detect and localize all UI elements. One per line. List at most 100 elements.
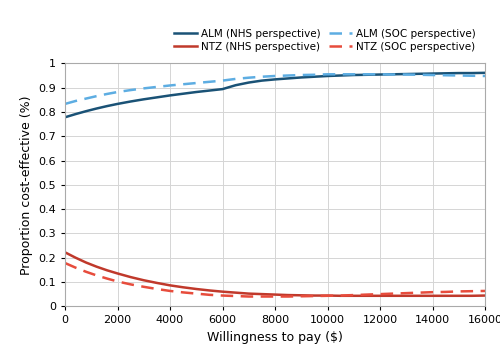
- NTZ (SOC perspective): [206, 293, 212, 297]
- NTZ (NHS perspective): [193, 287, 199, 291]
- NTZ (NHS perspective): [154, 281, 160, 285]
- ALM (NHS perspective): [285, 76, 291, 81]
- NTZ (NHS perspective): [72, 256, 78, 260]
- ALM (NHS perspective): [272, 77, 278, 82]
- ALM (SOC perspective): [482, 74, 488, 78]
- NTZ (NHS perspective): [62, 250, 68, 254]
- NTZ (SOC perspective): [469, 289, 475, 293]
- NTZ (NHS perspective): [83, 260, 89, 265]
- NTZ (NHS perspective): [430, 294, 436, 298]
- ALM (SOC perspective): [104, 92, 110, 96]
- Line: ALM (SOC perspective): ALM (SOC perspective): [65, 74, 485, 104]
- ALM (NHS perspective): [442, 71, 448, 75]
- ALM (NHS perspective): [72, 112, 78, 116]
- ALM (SOC perspective): [364, 72, 370, 76]
- ALM (SOC perspective): [220, 78, 226, 83]
- ALM (SOC perspective): [272, 74, 278, 78]
- ALM (NHS perspective): [338, 74, 344, 78]
- ALM (SOC perspective): [259, 75, 265, 79]
- ALM (NHS perspective): [259, 78, 265, 83]
- ALM (SOC perspective): [206, 80, 212, 84]
- ALM (NHS perspective): [246, 81, 252, 85]
- NTZ (SOC perspective): [442, 290, 448, 294]
- NTZ (SOC perspective): [180, 290, 186, 295]
- ALM (SOC perspective): [456, 74, 462, 78]
- NTZ (NHS perspective): [351, 294, 357, 298]
- NTZ (SOC perspective): [416, 290, 422, 295]
- ALM (SOC perspective): [285, 74, 291, 78]
- ALM (SOC perspective): [128, 88, 134, 92]
- NTZ (SOC perspective): [285, 294, 291, 298]
- NTZ (NHS perspective): [469, 294, 475, 298]
- ALM (SOC perspective): [403, 73, 409, 77]
- NTZ (SOC perspective): [62, 261, 68, 265]
- NTZ (SOC perspective): [456, 289, 462, 294]
- ALM (NHS perspective): [416, 72, 422, 76]
- ALM (SOC perspective): [377, 72, 383, 76]
- ALM (NHS perspective): [456, 71, 462, 75]
- NTZ (NHS perspective): [390, 294, 396, 298]
- ALM (NHS perspective): [312, 75, 318, 79]
- ALM (SOC perspective): [180, 82, 186, 86]
- NTZ (SOC perspective): [324, 294, 330, 298]
- NTZ (SOC perspective): [154, 287, 160, 291]
- NTZ (SOC perspective): [364, 293, 370, 297]
- ALM (SOC perspective): [232, 77, 238, 81]
- ALM (SOC perspective): [442, 73, 448, 77]
- NTZ (NHS perspective): [416, 294, 422, 298]
- ALM (NHS perspective): [94, 106, 100, 111]
- NTZ (NHS perspective): [377, 294, 383, 298]
- ALM (NHS perspective): [193, 90, 199, 94]
- NTZ (SOC perspective): [338, 294, 344, 298]
- Line: NTZ (NHS perspective): NTZ (NHS perspective): [65, 252, 485, 296]
- ALM (SOC perspective): [351, 72, 357, 76]
- ALM (SOC perspective): [390, 73, 396, 77]
- NTZ (SOC perspective): [167, 289, 173, 293]
- NTZ (NHS perspective): [324, 294, 330, 298]
- ALM (NHS perspective): [482, 71, 488, 75]
- ALM (SOC perspective): [167, 83, 173, 88]
- ALM (NHS perspective): [180, 92, 186, 96]
- Y-axis label: Proportion cost-effective (%): Proportion cost-effective (%): [20, 95, 32, 275]
- NTZ (SOC perspective): [351, 293, 357, 297]
- ALM (SOC perspective): [246, 76, 252, 80]
- ALM (NHS perspective): [83, 109, 89, 113]
- NTZ (NHS perspective): [456, 294, 462, 298]
- NTZ (SOC perspective): [482, 289, 488, 293]
- ALM (SOC perspective): [141, 86, 147, 90]
- NTZ (SOC perspective): [259, 294, 265, 298]
- NTZ (SOC perspective): [128, 282, 134, 287]
- ALM (NHS perspective): [324, 74, 330, 78]
- NTZ (NHS perspective): [206, 288, 212, 293]
- ALM (NHS perspective): [390, 72, 396, 76]
- ALM (NHS perspective): [167, 93, 173, 98]
- NTZ (SOC perspective): [312, 294, 318, 298]
- Legend: ALM (NHS perspective), NTZ (NHS perspective), ALM (SOC perspective), NTZ (SOC pe: ALM (NHS perspective), NTZ (NHS perspect…: [170, 25, 480, 56]
- ALM (SOC perspective): [416, 73, 422, 77]
- NTZ (NHS perspective): [259, 292, 265, 296]
- ALM (SOC perspective): [469, 74, 475, 78]
- NTZ (NHS perspective): [298, 293, 304, 297]
- NTZ (NHS perspective): [104, 268, 110, 272]
- NTZ (NHS perspective): [246, 291, 252, 296]
- ALM (SOC perspective): [94, 94, 100, 98]
- NTZ (SOC perspective): [72, 265, 78, 270]
- NTZ (SOC perspective): [114, 279, 120, 284]
- NTZ (NHS perspective): [114, 271, 120, 276]
- ALM (SOC perspective): [312, 73, 318, 77]
- NTZ (NHS perspective): [272, 293, 278, 297]
- ALM (NHS perspective): [104, 104, 110, 108]
- Line: ALM (NHS perspective): ALM (NHS perspective): [65, 73, 485, 117]
- NTZ (NHS perspective): [338, 294, 344, 298]
- NTZ (NHS perspective): [442, 294, 448, 298]
- ALM (SOC perspective): [298, 73, 304, 77]
- NTZ (NHS perspective): [482, 294, 488, 298]
- ALM (NHS perspective): [114, 102, 120, 106]
- ALM (NHS perspective): [430, 71, 436, 76]
- NTZ (SOC perspective): [220, 294, 226, 298]
- ALM (SOC perspective): [324, 72, 330, 76]
- ALM (SOC perspective): [114, 90, 120, 94]
- ALM (NHS perspective): [128, 99, 134, 103]
- ALM (NHS perspective): [364, 73, 370, 77]
- ALM (NHS perspective): [403, 72, 409, 76]
